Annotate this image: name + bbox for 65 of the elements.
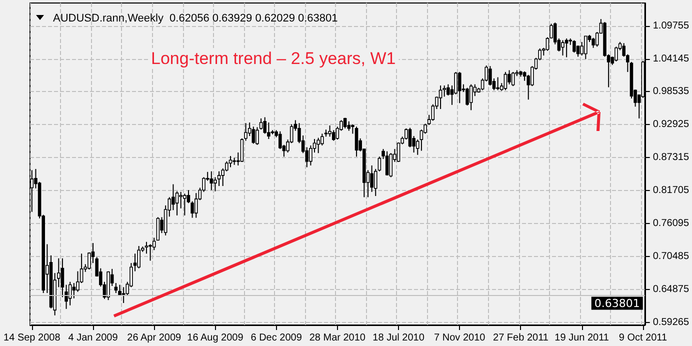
candlestick: [210, 170, 214, 191]
candlestick: [316, 137, 320, 154]
candlestick: [458, 71, 462, 104]
candlestick: [408, 127, 412, 148]
candlestick: [60, 258, 64, 298]
candlestick: [522, 70, 526, 82]
y-tick-label: 0.92925: [652, 119, 690, 130]
candlestick: [488, 66, 492, 86]
candlestick: [256, 126, 259, 146]
y-tick-label: 0.87315: [652, 152, 690, 164]
candlestick: [572, 40, 576, 54]
candlestick: [156, 216, 160, 242]
candlestick: [389, 152, 393, 178]
candlestick: [466, 87, 469, 106]
y-tick-label: 0.81705: [652, 185, 690, 196]
x-tick-label: 14 Sep 2008: [4, 332, 61, 344]
candlestick: [175, 190, 179, 216]
candlestick: [614, 46, 618, 62]
candlestick: [228, 156, 232, 168]
candlestick: [396, 142, 400, 162]
candlestick: [328, 124, 332, 138]
candlestick: [561, 40, 564, 56]
candlestick: [508, 70, 511, 85]
x-tick-label: 7 Nov 2010: [434, 332, 486, 344]
candlestick: [347, 120, 351, 132]
y-tick-label: 0.64875: [652, 284, 690, 296]
candlestick: [252, 126, 256, 144]
x-tick-label: 28 Mar 2010: [309, 332, 366, 344]
x-tick-label: 4 Jan 2009: [68, 332, 118, 344]
x-tick-label: 16 Aug 2009: [187, 332, 244, 344]
candlestick: [385, 150, 389, 176]
x-tick-label: 19 Jun 2011: [554, 332, 610, 344]
y-tick-label: 0.59265: [652, 317, 690, 328]
candlestick: [469, 84, 473, 111]
annotation: Long-term trend – 2.5 years, W1: [151, 49, 396, 68]
candlestick: [217, 170, 221, 187]
candlestick: [504, 71, 508, 91]
x-tick-label: 27 Feb 2011: [493, 332, 549, 344]
y-tick-label: 0.76095: [652, 218, 690, 230]
candlestick: [122, 286, 126, 304]
x-tick-label: 26 Apr 2009: [127, 332, 182, 344]
candlestick: [148, 244, 152, 262]
text: AUDUSD.rann,Weekly 0.62056 0.63929 0.62029 0.63801: [53, 12, 338, 24]
candlestick: [332, 130, 336, 142]
y-tick-label: 1.04145: [652, 53, 690, 64]
candlestick: [584, 36, 588, 60]
candlestick: [592, 37, 595, 48]
candlestick: [114, 282, 118, 294]
candlestick: [259, 118, 263, 130]
candlestick: [72, 282, 76, 299]
candlestick: [576, 45, 580, 58]
candlestick: [511, 71, 515, 87]
x-tick-label: 9 Oct 2011: [618, 332, 668, 344]
candlestick: [354, 126, 358, 158]
candlestick: [496, 76, 500, 91]
candlestick: [144, 241, 148, 254]
y-tick-label: 0.98535: [652, 86, 690, 98]
candlestick: [183, 193, 186, 216]
y-tick-label: 0.70485: [652, 251, 690, 262]
y-tick-label: 1.09755: [652, 20, 690, 32]
x-tick-label: 6 Dec 2009: [250, 332, 302, 344]
candlestick: [179, 191, 182, 209]
ref-line-label: 0.63801: [594, 296, 640, 310]
candlestick: [137, 245, 140, 269]
x-tick-label: 18 Jul 2010: [372, 332, 425, 344]
